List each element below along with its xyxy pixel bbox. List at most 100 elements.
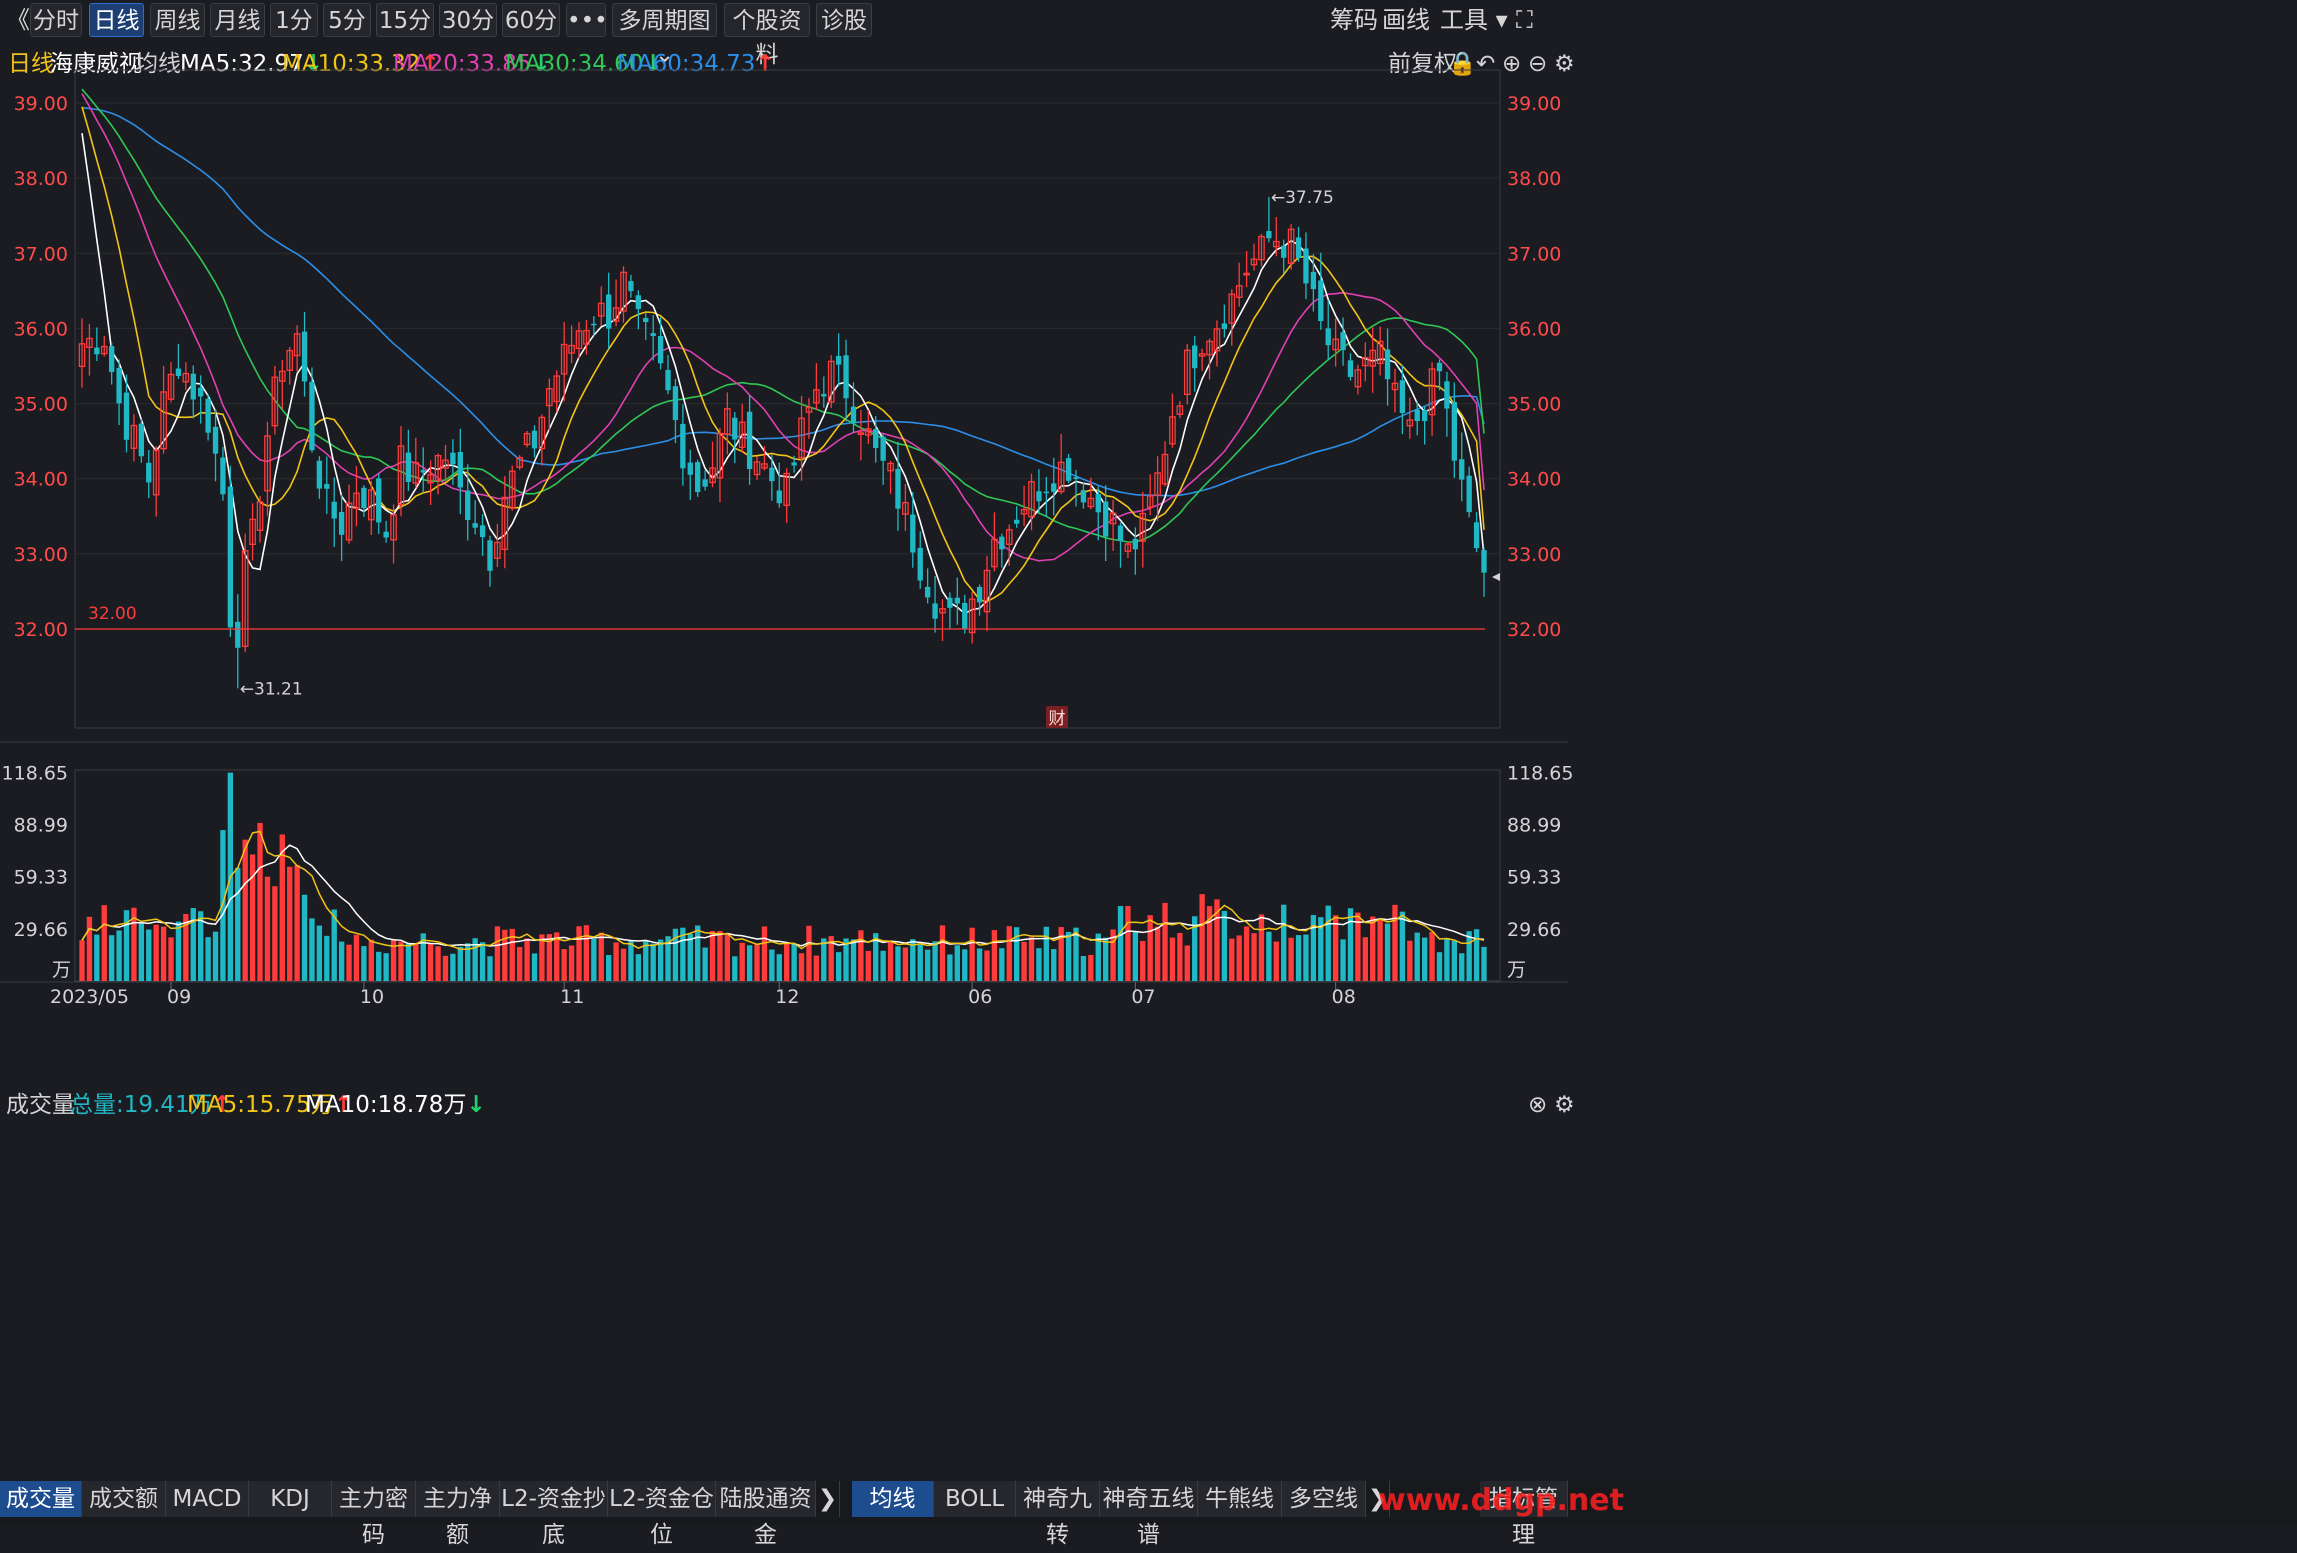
candle-down — [457, 452, 463, 488]
tab-volume[interactable]: 成交量 — [0, 1481, 82, 1517]
volume-bar-up — [1370, 916, 1376, 981]
candle-down — [479, 525, 486, 538]
period-30min-button[interactable]: 30分 — [439, 3, 497, 37]
volume-bar-down — [1318, 917, 1324, 981]
volume-bar-up — [368, 939, 374, 981]
tab-main-net[interactable]: 主力净额 — [416, 1481, 500, 1548]
lock-icon[interactable]: 🔒 — [1448, 51, 1477, 77]
volume-bar-up — [1214, 899, 1220, 981]
zoom-in-icon[interactable]: ⊕ — [1502, 51, 1522, 77]
date-label: 06 — [968, 986, 992, 1008]
tab-magic-nine[interactable]: 神奇九转 — [1016, 1481, 1100, 1548]
period-daily-button[interactable]: 日线 — [89, 3, 144, 37]
candle-up — [902, 501, 909, 515]
multi-period-dropdown[interactable]: 多周期图 ⌄ — [612, 3, 717, 68]
candle-down — [1095, 493, 1101, 513]
volume-bar-up — [168, 937, 174, 981]
draw-button[interactable]: 画线 — [1382, 6, 1430, 34]
tab-ma[interactable]: 均线 — [852, 1481, 934, 1517]
volume-bar-down — [309, 918, 315, 981]
candle-down — [1080, 490, 1087, 503]
volume-bar-down — [643, 940, 649, 981]
collapse-left-icon[interactable]: 《 — [6, 6, 30, 34]
volume-bar-down — [116, 930, 122, 981]
volume-bar-down — [976, 948, 983, 981]
tab-bull-bear[interactable]: 牛熊线 — [1198, 1481, 1282, 1517]
date-axis: 2023/05 06 07 08 09 10 11 12 — [0, 981, 1568, 1008]
adjust-mode-button[interactable]: 前复权 — [1388, 51, 1457, 77]
period-15min-button[interactable]: 15分 — [376, 3, 434, 37]
tab-l2-position[interactable]: L2-资金仓位 — [608, 1481, 716, 1548]
tabs-right-scroll-icon[interactable]: ❯ — [1366, 1481, 1390, 1517]
tools-dropdown[interactable]: 工具 ▾ — [1440, 3, 1508, 37]
price-tick-label-left: 38.00 — [14, 168, 68, 190]
volume-bar-down — [531, 953, 538, 981]
candle-up — [182, 372, 190, 383]
tab-northbound[interactable]: 陆股通资金 — [716, 1481, 816, 1548]
volume-bar-up — [1377, 920, 1383, 981]
volume-axis-right: 118.65 88.99 59.33 29.66 万 — [1507, 762, 1573, 981]
tab-magic-five[interactable]: 神奇五线谱 — [1100, 1481, 1198, 1548]
candle-down — [1444, 381, 1450, 409]
period-intraday-button[interactable]: 分时 — [30, 3, 82, 37]
undo-icon[interactable]: ↶ — [1476, 51, 1496, 77]
candle-down — [873, 429, 879, 449]
tab-long-short[interactable]: 多空线 — [1282, 1481, 1366, 1517]
candle-down — [695, 462, 701, 493]
volume-bar-up — [1273, 941, 1279, 981]
tab-boll[interactable]: BOLL — [934, 1481, 1016, 1517]
volume-bar-up — [1140, 941, 1146, 981]
volume-bar-down — [702, 947, 708, 981]
price-tick-label-right: 35.00 — [1507, 394, 1561, 416]
stock-profile-button[interactable]: 个股资料 — [724, 3, 810, 68]
candle-up — [783, 472, 791, 506]
tab-main-code[interactable]: 主力密码 — [332, 1481, 416, 1548]
volume-ma10-text: MA10:18.78万 — [305, 1092, 486, 1118]
candle-down — [1459, 459, 1465, 480]
volume-bar-up — [516, 947, 523, 981]
candle-up — [597, 302, 605, 317]
close-panel-icon[interactable]: ⊗ — [1528, 1092, 1548, 1118]
settings-icon[interactable]: ⚙ — [1554, 51, 1575, 77]
volume-bar-up — [1251, 933, 1257, 981]
period-weekly-button[interactable]: 周线 — [150, 3, 205, 37]
volume-bar-down — [999, 948, 1005, 981]
volume-bar-up — [1169, 937, 1176, 981]
candle-down — [1421, 410, 1428, 422]
candle-down — [205, 398, 211, 433]
period-1min-button[interactable]: 1分 — [270, 3, 318, 37]
tab-l2-bottom[interactable]: L2-资金抄底 — [500, 1481, 608, 1548]
tab-macd[interactable]: MACD — [166, 1481, 249, 1517]
volume-bar-up — [435, 946, 441, 981]
volume-settings-icon[interactable]: ⚙ — [1554, 1092, 1575, 1118]
candle-up — [575, 330, 583, 350]
volume-bar-down — [947, 954, 953, 981]
more-periods-button[interactable]: ••• — [566, 3, 608, 37]
ma-settings-link[interactable]: 均线 — [135, 51, 181, 77]
chips-button[interactable]: 筹码 — [1330, 6, 1378, 34]
candle-up — [805, 406, 813, 413]
volume-bar-up — [939, 925, 946, 981]
fullscreen-icon[interactable]: ⛶ — [1516, 6, 1533, 34]
volume-bar-up — [442, 955, 449, 981]
volume-bar-down — [687, 934, 693, 981]
candle-down — [1473, 522, 1480, 549]
volume-bar-down — [628, 940, 634, 981]
tab-turnover[interactable]: 成交额 — [82, 1481, 166, 1517]
candlesticks — [78, 196, 1487, 689]
candle-up — [1243, 272, 1250, 276]
tabs-scroll-right-icon[interactable]: ❯ — [816, 1481, 840, 1517]
candle-up — [1206, 340, 1213, 356]
volume-bar-up — [153, 924, 159, 981]
diagnose-button[interactable]: 诊股 — [816, 3, 872, 37]
tab-kdj[interactable]: KDJ — [249, 1481, 332, 1517]
period-monthly-button[interactable]: 月线 — [210, 3, 265, 37]
zoom-out-icon[interactable]: ⊖ — [1528, 51, 1548, 77]
candle-up — [560, 343, 568, 375]
period-60min-button[interactable]: 60分 — [502, 3, 560, 37]
period-5min-button[interactable]: 5分 — [323, 3, 371, 37]
finance-badge: 财 — [1046, 706, 1068, 729]
volume-bar-down — [220, 830, 226, 981]
volume-bar-up — [806, 925, 812, 981]
volume-bar-down — [472, 938, 478, 981]
